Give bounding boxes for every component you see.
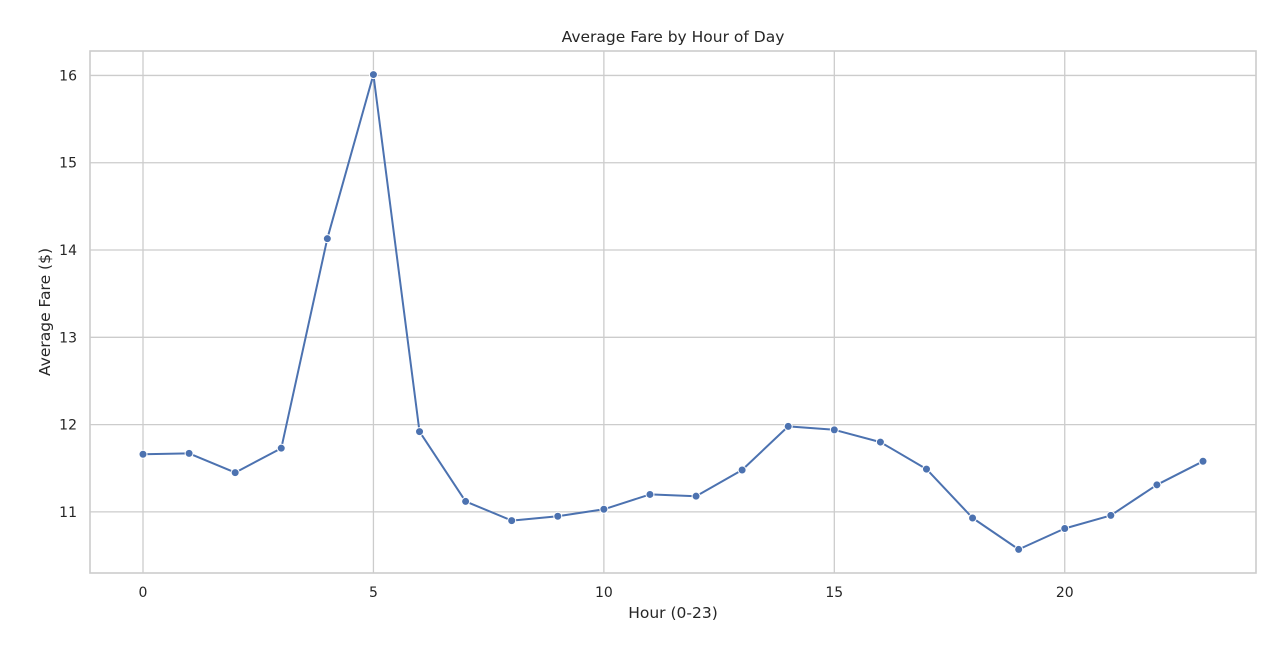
data-point bbox=[553, 511, 563, 521]
x-tick-label: 15 bbox=[825, 585, 843, 601]
data-point bbox=[645, 489, 655, 499]
data-point bbox=[829, 425, 839, 435]
data-point bbox=[415, 427, 425, 437]
data-point bbox=[230, 468, 240, 478]
x-axis-label: Hour (0-23) bbox=[628, 604, 718, 622]
chart-title: Average Fare by Hour of Day bbox=[562, 28, 785, 46]
data-point bbox=[507, 516, 517, 526]
data-point bbox=[737, 465, 747, 475]
y-axis-label: Average Fare ($) bbox=[36, 248, 54, 376]
data-point bbox=[322, 234, 332, 244]
data-point bbox=[1060, 523, 1070, 533]
data-point bbox=[1014, 544, 1024, 554]
grid-layer bbox=[90, 51, 1256, 573]
data-point bbox=[691, 491, 701, 501]
x-tick-label: 5 bbox=[369, 585, 378, 601]
data-point bbox=[1106, 510, 1116, 520]
tick-layer: 0 5 10 15 20 11 12 13 14 15 16 bbox=[59, 68, 1073, 601]
data-point bbox=[783, 421, 793, 431]
y-tick-label: 15 bbox=[59, 156, 77, 172]
y-tick-label: 16 bbox=[59, 68, 77, 84]
x-tick-label: 20 bbox=[1056, 585, 1074, 601]
data-point bbox=[599, 504, 609, 514]
x-tick-label: 0 bbox=[139, 585, 148, 601]
data-point bbox=[968, 513, 978, 523]
y-tick-label: 12 bbox=[59, 418, 77, 434]
series-line bbox=[142, 73, 1204, 551]
data-point bbox=[184, 448, 194, 458]
data-point bbox=[276, 443, 286, 453]
data-point bbox=[461, 496, 471, 506]
data-point bbox=[921, 464, 931, 474]
y-tick-label: 11 bbox=[59, 505, 77, 521]
data-point bbox=[875, 437, 885, 447]
series-layer bbox=[138, 70, 1208, 554]
data-point bbox=[138, 449, 148, 459]
data-point bbox=[1152, 480, 1162, 490]
data-point bbox=[1198, 456, 1208, 466]
x-tick-label: 10 bbox=[595, 585, 613, 601]
y-tick-label: 14 bbox=[59, 243, 77, 259]
plot-frame bbox=[89, 50, 1257, 574]
data-point bbox=[368, 70, 378, 80]
y-tick-label: 13 bbox=[59, 330, 77, 346]
